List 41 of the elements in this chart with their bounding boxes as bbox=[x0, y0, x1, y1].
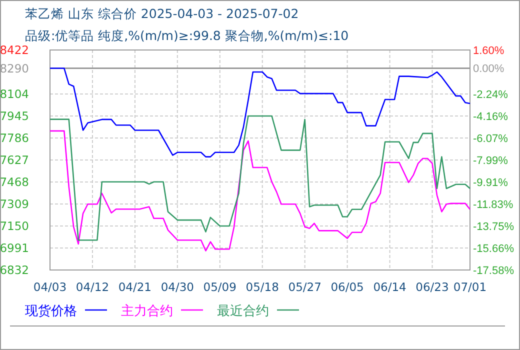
y-tick-label: 7150 bbox=[0, 219, 29, 234]
x-tick-label: 05/09 bbox=[203, 280, 236, 294]
y-tick-label: 8290 bbox=[0, 61, 29, 76]
y2-tick-label: 1.60% bbox=[473, 44, 504, 57]
y2-tick-label: -2.24% bbox=[473, 88, 508, 101]
y2-tick-label: -7.99% bbox=[473, 154, 508, 167]
x-tick-label: 06/14 bbox=[373, 280, 406, 294]
line-series bbox=[49, 130, 471, 252]
x-tick-label: 04/12 bbox=[76, 280, 110, 294]
x-tick-label: 05/27 bbox=[288, 280, 322, 294]
y-tick-label: 6991 bbox=[0, 241, 29, 256]
line-series bbox=[49, 68, 471, 158]
y-tick-label: 7786 bbox=[0, 131, 29, 146]
legend-label: 最近合约 bbox=[217, 304, 269, 319]
y2-tick-label: -15.66% bbox=[473, 242, 514, 255]
x-tick-label: 04/03 bbox=[33, 280, 67, 294]
y2-tick-label: -4.16% bbox=[473, 110, 508, 123]
y-tick-label: 8422 bbox=[0, 43, 29, 58]
y-tick-label: 7627 bbox=[0, 153, 29, 168]
x-tick-label: 05/18 bbox=[246, 280, 279, 294]
x-tick-label: 06/23 bbox=[416, 280, 449, 294]
x-tick-label: 06/05 bbox=[330, 280, 364, 294]
y-tick-label: 6832 bbox=[0, 263, 29, 278]
y-tick-label: 7309 bbox=[0, 197, 29, 212]
y2-tick-label: 0.00% bbox=[473, 63, 504, 76]
y-tick-label: 8104 bbox=[0, 87, 29, 102]
y2-tick-label: -11.83% bbox=[473, 198, 514, 211]
chart-title: 苯乙烯 山东 综合价 2025-04-03 - 2025-07-02 bbox=[25, 6, 299, 21]
y2-tick-label: -9.91% bbox=[473, 176, 508, 189]
y2-tick-label: -13.75% bbox=[473, 220, 514, 233]
chart-subtitle: 品级:优等品 纯度,%(m/m)≥:99.8 聚合物,%(m/m)≤:10 bbox=[25, 28, 349, 43]
x-tick-label: 04/21 bbox=[118, 280, 152, 294]
legend-label: 现货价格 bbox=[25, 304, 77, 319]
line-series bbox=[49, 115, 471, 241]
y-tick-label: 7945 bbox=[0, 109, 29, 124]
x-tick-label: 07/01 bbox=[453, 280, 487, 294]
y-tick-label: 7468 bbox=[0, 175, 29, 190]
y2-tick-label: -17.58% bbox=[473, 264, 514, 277]
x-tick-label: 04/30 bbox=[160, 280, 194, 294]
y2-tick-label: -6.07% bbox=[473, 132, 508, 145]
legend-label: 主力合约 bbox=[121, 303, 173, 319]
